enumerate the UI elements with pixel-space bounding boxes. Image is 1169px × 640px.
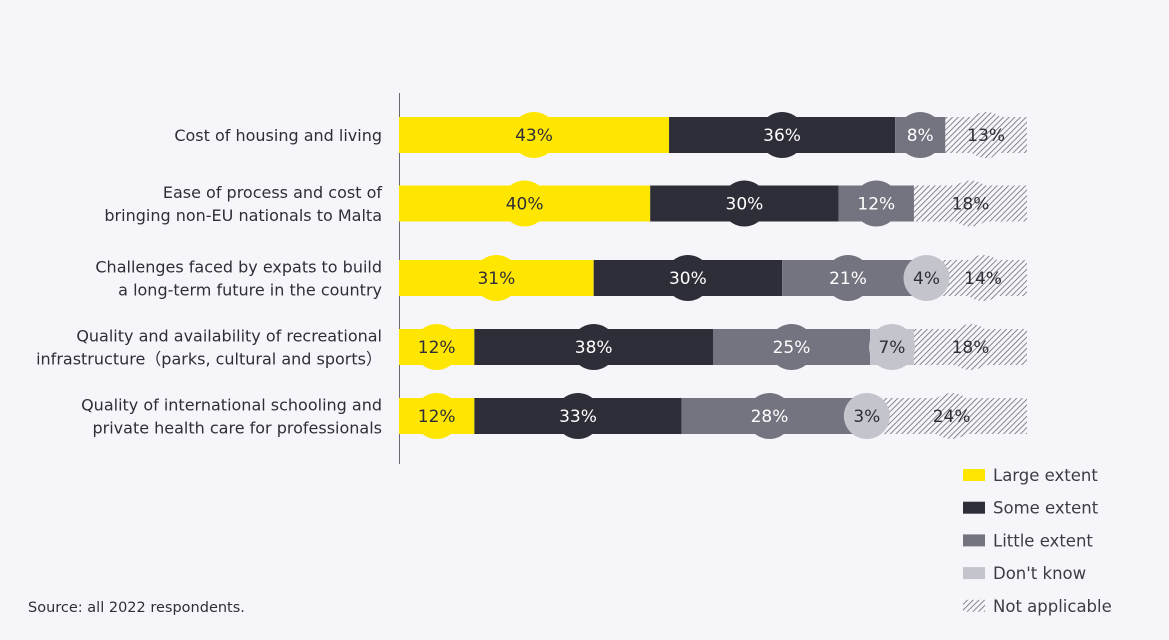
value-badge	[825, 255, 872, 301]
legend-swatch	[963, 534, 985, 547]
data-label: 31%	[477, 269, 515, 289]
data-label: 24%	[933, 407, 971, 427]
data-label: 3%	[853, 407, 880, 427]
data-label: 36%	[763, 126, 801, 146]
data-label: 40%	[506, 195, 544, 215]
value-badge	[960, 255, 1007, 301]
data-label: 43%	[515, 126, 553, 146]
value-badge	[897, 112, 944, 158]
category-label: Ease of process and cost of bringing non-…	[104, 183, 382, 225]
legend-swatch	[963, 599, 985, 612]
value-badge	[963, 112, 1010, 158]
value-badge	[501, 180, 548, 227]
value-badge	[928, 393, 975, 439]
data-label: 18%	[952, 338, 990, 358]
data-label: 25%	[773, 338, 811, 358]
legend-label: Don't know	[993, 564, 1086, 583]
data-label: 30%	[669, 269, 707, 289]
value-badge	[853, 180, 900, 227]
data-label: 33%	[559, 407, 597, 427]
value-badge	[868, 324, 915, 370]
value-badge	[554, 393, 601, 439]
value-badge	[843, 393, 890, 439]
legend-label: Some extent	[993, 499, 1099, 518]
data-label: 30%	[726, 195, 764, 215]
legend-label: Large extent	[993, 466, 1098, 485]
category-label: Quality and availability of recreational…	[36, 327, 382, 369]
data-label: 38%	[575, 338, 613, 358]
value-badge	[570, 324, 617, 370]
category-label: Cost of housing and living	[174, 126, 382, 145]
value-badge	[511, 112, 558, 158]
value-badge	[664, 255, 711, 301]
value-badge	[947, 180, 994, 227]
category-label: Quality of international schooling and pr…	[81, 396, 382, 438]
legend-swatch	[963, 469, 985, 481]
value-badge	[947, 324, 994, 370]
source-note: Source: all 2022 respondents.	[28, 600, 245, 616]
data-label: 7%	[878, 338, 905, 358]
value-badge	[721, 180, 768, 227]
data-label: 13%	[967, 126, 1005, 146]
legend-label: Little extent	[993, 531, 1093, 550]
value-badge	[746, 393, 793, 439]
value-badge	[413, 393, 460, 439]
data-label: 21%	[829, 269, 867, 289]
legend-swatch	[963, 501, 985, 514]
value-badge	[903, 255, 950, 301]
legend-swatch	[963, 567, 985, 580]
data-label: 28%	[751, 407, 789, 427]
data-label: 8%	[907, 126, 934, 146]
data-label: 12%	[857, 195, 895, 215]
data-label: 18%	[952, 195, 990, 215]
value-badge	[768, 324, 815, 370]
category-label: Challenges faced by expats to build a lon…	[95, 258, 382, 300]
value-badge	[413, 324, 460, 370]
value-badge	[473, 255, 520, 301]
data-label: 12%	[418, 338, 456, 358]
data-label: 12%	[418, 407, 456, 427]
data-label: 14%	[964, 269, 1002, 289]
data-label: 4%	[913, 269, 940, 289]
legend-label: Not applicable	[993, 597, 1112, 616]
value-badge	[759, 112, 806, 158]
